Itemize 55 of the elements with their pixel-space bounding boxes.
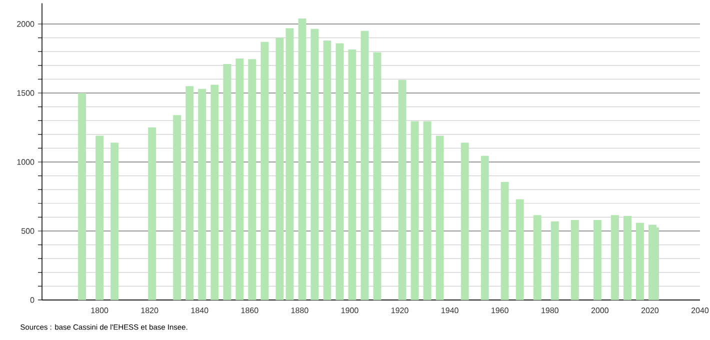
bar (286, 28, 294, 300)
bar (310, 28, 319, 300)
bar (260, 42, 269, 300)
bar (480, 156, 489, 300)
x-tick-label: 1820 (141, 308, 158, 314)
x-tick-label: 2040 (692, 308, 709, 314)
bar (348, 50, 356, 300)
y-tick-label: 1500 (17, 90, 34, 96)
bar (570, 220, 579, 300)
bar (360, 30, 369, 300)
bar (533, 215, 542, 300)
bar (96, 136, 104, 300)
bar (78, 92, 86, 300)
x-tick-label: 2000 (591, 308, 609, 314)
bar (398, 80, 406, 300)
bar (610, 215, 619, 300)
bar (500, 182, 509, 300)
y-tick-label: 500 (21, 228, 34, 234)
x-tick-label: 1920 (391, 308, 408, 314)
bar (410, 121, 419, 300)
bar (648, 224, 656, 300)
bar (423, 121, 432, 300)
x-tick-label: 2020 (641, 308, 659, 314)
bar (323, 40, 332, 300)
bar (298, 18, 306, 300)
bar (593, 220, 602, 300)
bar (636, 222, 644, 300)
bar (248, 59, 256, 300)
y-tick-label: 1000 (17, 159, 34, 165)
bar (210, 84, 219, 300)
bar (373, 52, 382, 300)
bar (110, 142, 119, 300)
y-tick-label: 0 (30, 297, 34, 303)
bar (173, 115, 182, 300)
bar (436, 136, 444, 300)
bar (460, 142, 469, 300)
x-tick-label: 1860 (241, 308, 258, 314)
bar (550, 221, 559, 300)
bar (148, 127, 156, 300)
bar (186, 86, 194, 300)
bar (198, 88, 206, 300)
x-tick-label: 1880 (291, 308, 308, 314)
x-tick-label: 1840 (191, 308, 208, 314)
bar (623, 216, 632, 300)
x-tick-label: 1900 (341, 308, 358, 314)
bar (336, 43, 344, 300)
x-tick-label: 1980 (542, 308, 558, 314)
bar (516, 199, 524, 300)
bar (236, 58, 244, 300)
x-tick-label: 1960 (492, 308, 508, 314)
y-tick-label: 2000 (17, 21, 34, 27)
bar (276, 38, 284, 300)
x-tick-label: 1940 (442, 308, 458, 314)
x-tick-label: 1800 (91, 308, 108, 314)
bar (223, 64, 232, 300)
